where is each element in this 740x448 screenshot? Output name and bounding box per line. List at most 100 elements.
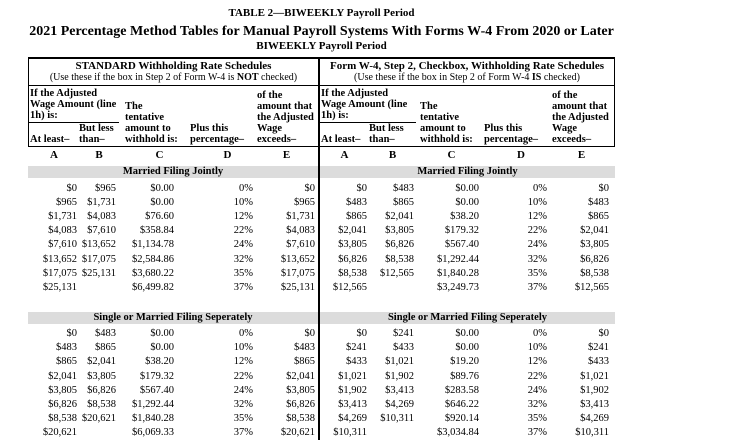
table-cell: 37%	[233, 281, 253, 293]
table-cell: $4,083	[87, 210, 116, 222]
table-cell: $89.76	[450, 370, 479, 382]
table-row: $865 $2,041 $38.20 12% $865	[320, 209, 615, 223]
married-filing-jointly-section: Married Filing Jointly $0 $483 $0.00 0% $0 $4…	[320, 166, 615, 295]
checkbox-schedule-header: Form W-4, Step 2, Checkbox, Withholding …	[320, 57, 615, 147]
table-cell: 24%	[527, 239, 547, 251]
table-cell: 22%	[233, 370, 253, 382]
section-band-label: Married Filing Jointly	[320, 166, 615, 178]
table-cell: 32%	[527, 399, 547, 411]
table-row: $241 $433 $0.00 10% $241	[320, 341, 615, 355]
table-cell: $76.60	[145, 210, 174, 222]
table-cell: 32%	[527, 253, 547, 265]
table-cell: $4,083	[286, 225, 315, 237]
table-cell: $483	[95, 328, 116, 340]
table-cell: $10,311	[333, 427, 367, 439]
table-caption: TABLE 2—BIWEEKLY Payroll Period	[228, 7, 415, 19]
table-cell: $8,538	[286, 413, 315, 425]
column-letter-b: B	[388, 149, 397, 161]
table-cell: $483	[393, 182, 414, 194]
range-captions: At least– But less than–	[29, 123, 119, 147]
table-cell: $17,075	[81, 253, 116, 265]
table-cell: $4,269	[338, 413, 367, 425]
schedule-subtitle-emphasis: IS	[531, 72, 542, 83]
table-cell: $179.32	[139, 370, 174, 382]
table-cell: 22%	[527, 225, 547, 237]
table-row: $17,075 $25,131 $3,680.22 35% $17,075	[28, 266, 318, 280]
table-cell: $4,083	[48, 225, 77, 237]
table-cell: $38.20	[145, 356, 174, 368]
but-less-than-caption: But less than–	[79, 123, 114, 145]
table-row: $1,021 $1,902 $89.76 22% $1,021	[320, 369, 615, 383]
table-cell: 24%	[527, 384, 547, 396]
table-cell: $1,731	[87, 196, 116, 208]
table-cell: 10%	[527, 342, 547, 354]
percentage-caption: Plus this percentage–	[190, 123, 245, 145]
table-cell: $6,826	[338, 253, 367, 265]
section-band-label: Married Filing Jointly	[28, 166, 318, 178]
table-cell: 32%	[233, 253, 253, 265]
table-cell: $179.32	[444, 225, 479, 237]
table-cell: $283.58	[444, 384, 479, 396]
table-cell: $8,538	[48, 413, 77, 425]
table-cell: $483	[346, 196, 367, 208]
page-subtitle: BIWEEKLY Payroll Period	[256, 40, 387, 52]
table-row: $865 $2,041 $38.20 12% $865	[28, 355, 318, 369]
table-cell: $7,610	[48, 239, 77, 251]
table-cell: $0.00	[150, 328, 174, 340]
table-cell: $0.00	[150, 342, 174, 354]
table-row: $7,610 $13,652 $1,134.78 24% $7,610	[28, 238, 318, 252]
table-cell: $3,805	[286, 384, 315, 396]
table-row: $3,413 $4,269 $646.22 32% $3,413	[320, 397, 615, 411]
table-row: $6,826 $8,538 $1,292.44 32% $6,826	[28, 397, 318, 411]
table-cell: $13,652	[42, 253, 77, 265]
table-cell: 0%	[533, 182, 547, 194]
table-cell: 10%	[233, 196, 253, 208]
table-cell: $3,413	[385, 384, 414, 396]
table-cell: $6,826	[87, 384, 116, 396]
range-captions: At least– But less than–	[320, 123, 416, 147]
table-cell: $0.00	[455, 182, 479, 194]
checkbox-schedule-title-block: Form W-4, Step 2, Checkbox, Withholding …	[320, 59, 614, 86]
tentative-amount-caption: The tentative amount to withhold is:	[420, 101, 473, 145]
section-band-label: Single or Married Filing Seperately	[320, 311, 615, 324]
table-cell: $3,034.84	[437, 427, 479, 439]
table-row: $3,805 $6,826 $567.40 24% $3,805	[320, 238, 615, 252]
table-cell: $1,840.28	[132, 413, 174, 425]
table-cell: $1,292.44	[437, 253, 479, 265]
table-cell: $2,584.86	[132, 253, 174, 265]
table-row: $2,041 $3,805 $179.32 22% $2,041	[28, 369, 318, 383]
table-cell: $3,805	[385, 225, 414, 237]
table-cell: $10,311	[575, 427, 609, 439]
table-cell: $433	[588, 356, 609, 368]
percentage-caption: Plus this percentage–	[484, 123, 539, 145]
table-cell: $0	[598, 182, 610, 194]
table-cell: $3,413	[580, 399, 609, 411]
wage-amount-caption-block: If the Adjusted Wage Amount (line 1h) is…	[29, 86, 119, 147]
table-cell: $12,565	[574, 281, 609, 293]
at-least-caption: At least–	[321, 134, 361, 145]
checkbox-schedule-panel: Form W-4, Step 2, Checkbox, Withholding …	[320, 57, 615, 440]
table-cell: $865	[346, 210, 367, 222]
column-letter-c: C	[155, 149, 164, 161]
table-cell: $25,131	[42, 281, 77, 293]
column-letter-e: E	[577, 149, 586, 161]
table-cell: 35%	[233, 267, 253, 279]
table-cell: $38.20	[450, 210, 479, 222]
table-row: $0 $965 $0.00 0% $0	[28, 181, 318, 195]
table-cell: 37%	[527, 427, 547, 439]
schedule-title: Form W-4, Step 2, Checkbox, Withholding …	[329, 60, 604, 72]
table-cell: $241	[393, 328, 414, 340]
but-less-than-caption: But less than–	[369, 123, 404, 145]
table-row: $0 $483 $0.00 0% $0	[28, 327, 318, 341]
exceeds-caption: of the amount that the Adjusted Wage exc…	[257, 90, 314, 145]
table-cell: $7,610	[87, 225, 116, 237]
table-row: $0 $483 $0.00 0% $0	[320, 181, 615, 195]
table-cell: 22%	[527, 370, 547, 382]
table-cell: $4,269	[385, 399, 414, 411]
table-cell: 22%	[233, 225, 253, 237]
table-cell: 24%	[233, 384, 253, 396]
table-cell: $2,041	[48, 370, 77, 382]
table-cell: $3,805	[48, 384, 77, 396]
table-cell: $241	[346, 342, 367, 354]
